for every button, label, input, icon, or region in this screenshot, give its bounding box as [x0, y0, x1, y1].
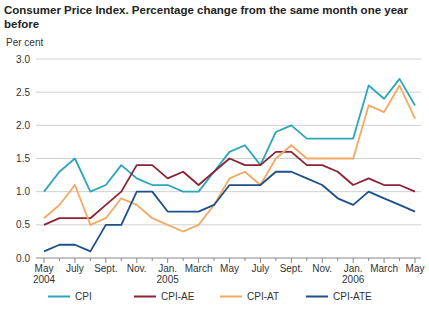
plot-area — [44, 79, 415, 251]
x-tick — [183, 258, 184, 261]
x-tick-label-part: Sept. — [94, 263, 117, 274]
x-tick-label: March — [185, 263, 213, 274]
x-tick-label-part: 2004 — [33, 274, 56, 285]
chart: Per cent0.00.51.01.52.02.53.0May2004July… — [0, 0, 429, 311]
y-tick-label: 0.0 — [16, 253, 30, 264]
legend-label: CPI-AE — [161, 291, 195, 302]
x-tick — [152, 258, 153, 261]
x-tick-label: Sept. — [280, 263, 303, 274]
y-tick-label: 2.0 — [16, 120, 30, 131]
x-tick-label-part: March — [185, 263, 213, 274]
legend-label: CPI-ATE — [333, 291, 372, 302]
x-tick-label-part: May — [406, 263, 425, 274]
legend-label: CPI-AT — [247, 291, 279, 302]
y-tick-label: 3.0 — [16, 54, 30, 65]
x-tick-label: Nov. — [127, 263, 147, 274]
y-tick-label: 0.5 — [16, 219, 30, 230]
legend-label: CPI — [75, 291, 92, 302]
x-tick-label: March — [370, 263, 398, 274]
y-tick-label: 1.5 — [16, 153, 30, 164]
series-line — [44, 172, 415, 252]
x-tick-label-part: July — [252, 263, 270, 274]
x-tick — [90, 258, 91, 261]
legend-swatch — [220, 296, 242, 298]
x-tick — [368, 258, 369, 261]
x-tick-label-part: 2006 — [342, 274, 365, 285]
x-tick-label: Nov. — [312, 263, 332, 274]
grid-line — [36, 191, 421, 192]
x-tick-label: July — [66, 263, 84, 274]
x-tick-label: Sept. — [94, 263, 117, 274]
x-tick — [59, 258, 60, 261]
x-tick-label-part: March — [370, 263, 398, 274]
grid-line — [36, 224, 421, 225]
series-line — [44, 86, 415, 232]
x-tick — [306, 258, 307, 261]
title: Consumer Price Index. Percentage change … — [4, 3, 424, 31]
grid-line — [36, 92, 421, 93]
x-tick — [399, 258, 400, 261]
x-tick-label-part: 2005 — [157, 274, 180, 285]
x-tick — [275, 258, 276, 261]
x-tick-label: Jan.2006 — [342, 263, 365, 285]
x-tick-label: May — [220, 263, 239, 274]
legend-swatch — [48, 296, 70, 298]
x-tick-label: July — [252, 263, 270, 274]
grid-line — [36, 258, 421, 259]
x-tick-label: Jan.2005 — [157, 263, 180, 285]
legend-swatch — [134, 296, 156, 298]
y-label: Per cent — [6, 37, 43, 48]
y-tick-label: 1.0 — [16, 186, 30, 197]
x-tick-label-part: Jan. — [344, 263, 363, 274]
x-tick-label-part: Sept. — [280, 263, 303, 274]
y-tick-label: 2.5 — [16, 87, 30, 98]
series-line — [44, 152, 415, 225]
x-tick — [244, 258, 245, 261]
x-tick — [214, 258, 215, 261]
x-tick-label-part: Nov. — [127, 263, 147, 274]
x-tick-label-part: May — [35, 263, 54, 274]
x-tick-label: May2004 — [33, 263, 56, 285]
x-tick-label-part: Nov. — [312, 263, 332, 274]
x-tick-label-part: July — [66, 263, 84, 274]
grid-line — [36, 59, 421, 60]
legend-swatch — [306, 296, 328, 298]
x-tick-label-part: May — [220, 263, 239, 274]
x-tick-label-part: Jan. — [158, 263, 177, 274]
x-tick — [121, 258, 122, 261]
x-tick-label: May — [406, 263, 425, 274]
x-tick — [337, 258, 338, 261]
